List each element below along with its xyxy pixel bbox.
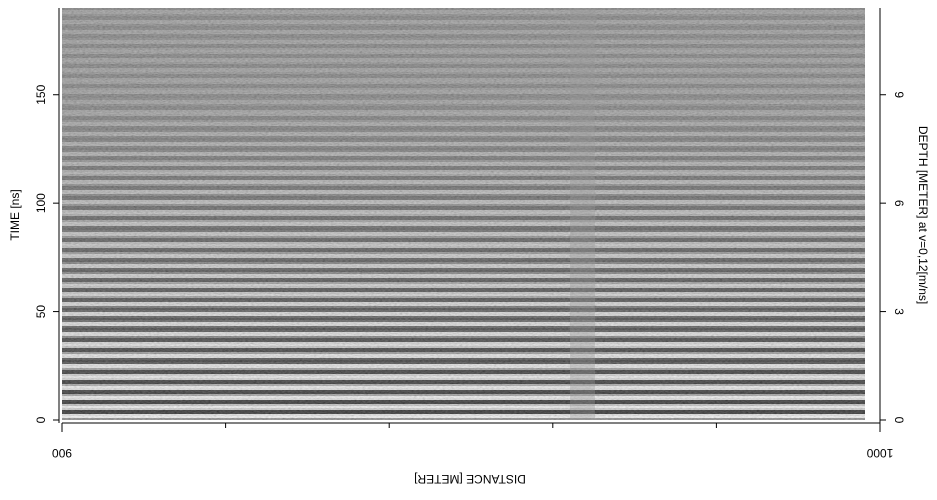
hyperbola-zone [570, 8, 595, 420]
y-tick-label: 150 [34, 84, 48, 104]
x-tick-label: 900 [52, 446, 72, 460]
y-tick-label: 100 [34, 193, 48, 213]
y2-tick-label: 6 [892, 200, 906, 207]
y2-axis-label: DEPTH [METER] at v=0,12[m/ns] [916, 126, 930, 304]
y-axis-label: TIME [ns] [8, 189, 22, 240]
y-tick-label: 50 [34, 305, 48, 319]
y2-tick-label: 3 [892, 308, 906, 315]
noise-overlay [62, 8, 865, 420]
x-tick-label: 1000 [866, 446, 893, 460]
margin [865, 8, 880, 420]
y2-tick-label: 0 [892, 417, 906, 424]
x-axis-label: DISTANCE [METER] [414, 472, 526, 486]
y-tick-label: 0 [34, 416, 48, 423]
radargram-image [62, 8, 865, 420]
y2-tick-label: 9 [892, 91, 906, 98]
